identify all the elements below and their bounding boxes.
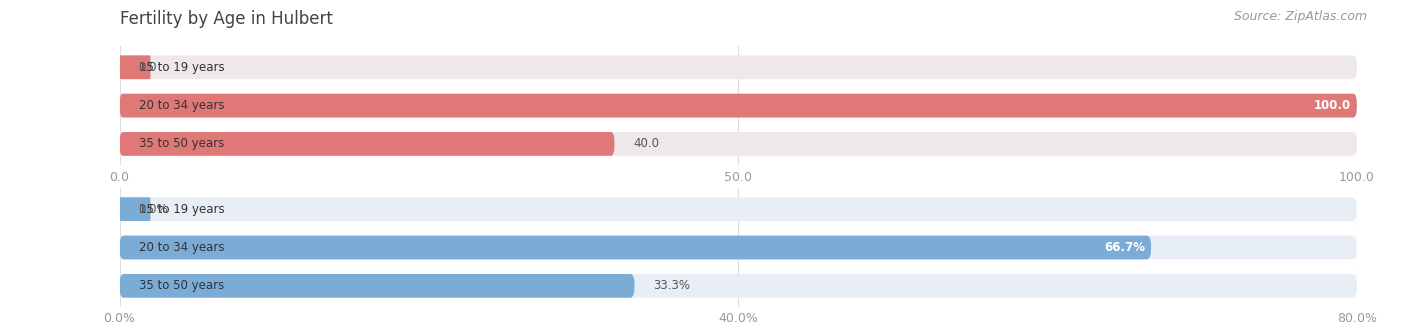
Text: 20 to 34 years: 20 to 34 years: [139, 241, 224, 254]
Text: 0.0: 0.0: [138, 61, 156, 74]
Text: 0.0%: 0.0%: [138, 203, 167, 216]
Text: 15 to 19 years: 15 to 19 years: [139, 203, 225, 216]
Text: 35 to 50 years: 35 to 50 years: [139, 137, 224, 150]
Text: 35 to 50 years: 35 to 50 years: [139, 279, 224, 292]
FancyBboxPatch shape: [120, 132, 614, 156]
FancyBboxPatch shape: [120, 236, 1152, 259]
Text: Fertility by Age in Hulbert: Fertility by Age in Hulbert: [120, 10, 332, 28]
Text: 33.3%: 33.3%: [652, 279, 690, 292]
Text: 20 to 34 years: 20 to 34 years: [139, 99, 224, 112]
FancyBboxPatch shape: [120, 197, 1357, 221]
FancyBboxPatch shape: [120, 55, 1357, 79]
FancyBboxPatch shape: [120, 236, 1357, 259]
FancyBboxPatch shape: [120, 274, 634, 298]
Text: 100.0: 100.0: [1313, 99, 1351, 112]
FancyBboxPatch shape: [120, 132, 1357, 156]
Text: 40.0: 40.0: [633, 137, 659, 150]
Text: 66.7%: 66.7%: [1104, 241, 1144, 254]
FancyBboxPatch shape: [120, 94, 1357, 117]
Text: 15 to 19 years: 15 to 19 years: [139, 61, 225, 74]
Text: Source: ZipAtlas.com: Source: ZipAtlas.com: [1233, 10, 1367, 23]
FancyBboxPatch shape: [120, 274, 1357, 298]
FancyBboxPatch shape: [120, 55, 150, 79]
FancyBboxPatch shape: [120, 197, 150, 221]
FancyBboxPatch shape: [120, 94, 1357, 117]
